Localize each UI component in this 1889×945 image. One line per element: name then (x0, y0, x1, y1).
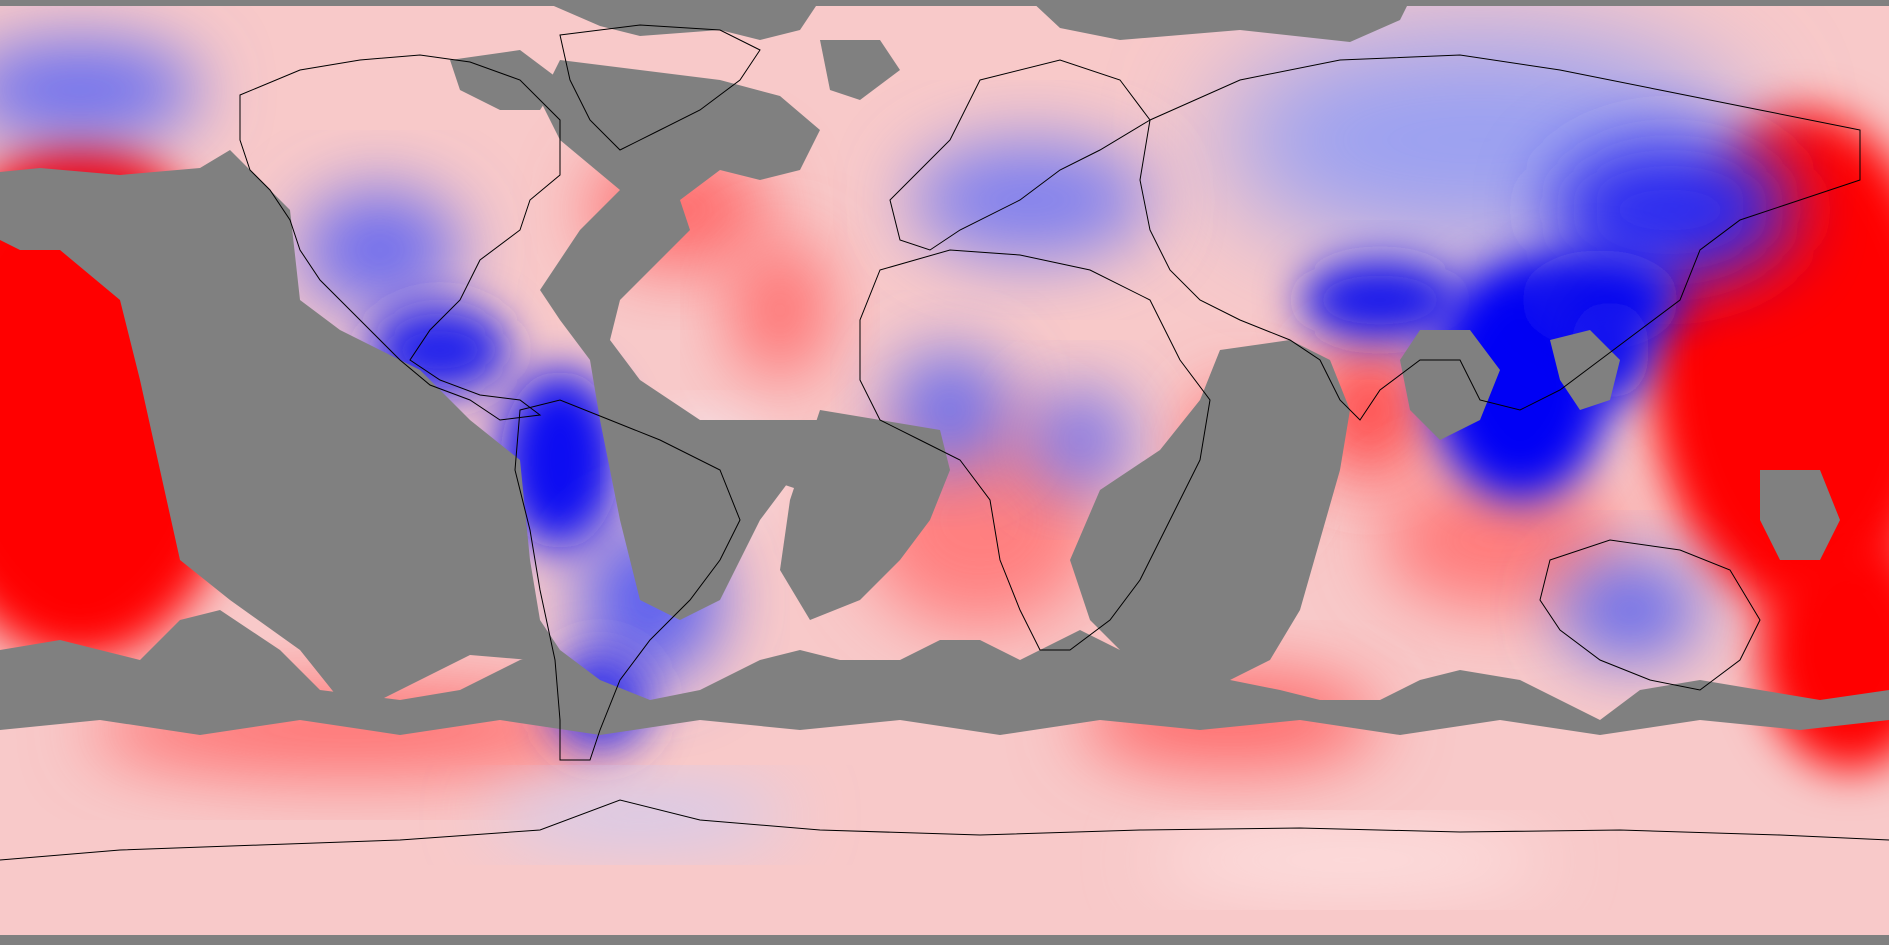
missing-atlantic-north (540, 60, 820, 620)
coast-north-america (239, 54, 561, 421)
missing-bottom-strip (0, 935, 1889, 945)
coast-south-america (514, 399, 741, 761)
anomaly-africa-east (1030, 390, 1130, 490)
missing-indian-ocean (1070, 340, 1350, 690)
anomaly-east-asia (1550, 140, 1790, 280)
missing-tasman (1760, 470, 1840, 560)
missing-east-pacific-fill (160, 190, 520, 670)
coast-asia (1139, 54, 1861, 421)
coast-antarctica (0, 799, 1889, 861)
anomaly-tibet (1300, 260, 1460, 340)
anomaly-australia (1560, 560, 1700, 660)
anomaly-europe (910, 140, 1150, 260)
coastlines (0, 24, 1889, 861)
coast-africa (859, 249, 1211, 651)
anomaly-north-america-west (300, 190, 460, 310)
missing-arctic-west (540, 0, 820, 40)
anomaly-antarctic-peninsula (490, 790, 790, 840)
anomaly-west-africa-coast (730, 240, 830, 380)
missing-southern-band (0, 610, 1889, 735)
anomaly-north-pacific-west (0, 40, 200, 140)
anomaly-south-america-north (500, 370, 620, 550)
missing-arctic-central (1030, 0, 1410, 42)
missing-top-strip (0, 0, 1889, 6)
missing-south-china-sea (1550, 330, 1620, 410)
missing-bay-of-bengal (1400, 330, 1500, 440)
anomaly-indian-ocean-south (1380, 470, 1620, 610)
coast-europe (889, 59, 1151, 251)
coast-greenland (559, 24, 761, 151)
missing-south-atlantic-west (780, 410, 950, 620)
coast-australia (1539, 539, 1761, 691)
neutral-antarctica (1150, 835, 1550, 885)
missing-norwegian-sea (820, 40, 900, 100)
